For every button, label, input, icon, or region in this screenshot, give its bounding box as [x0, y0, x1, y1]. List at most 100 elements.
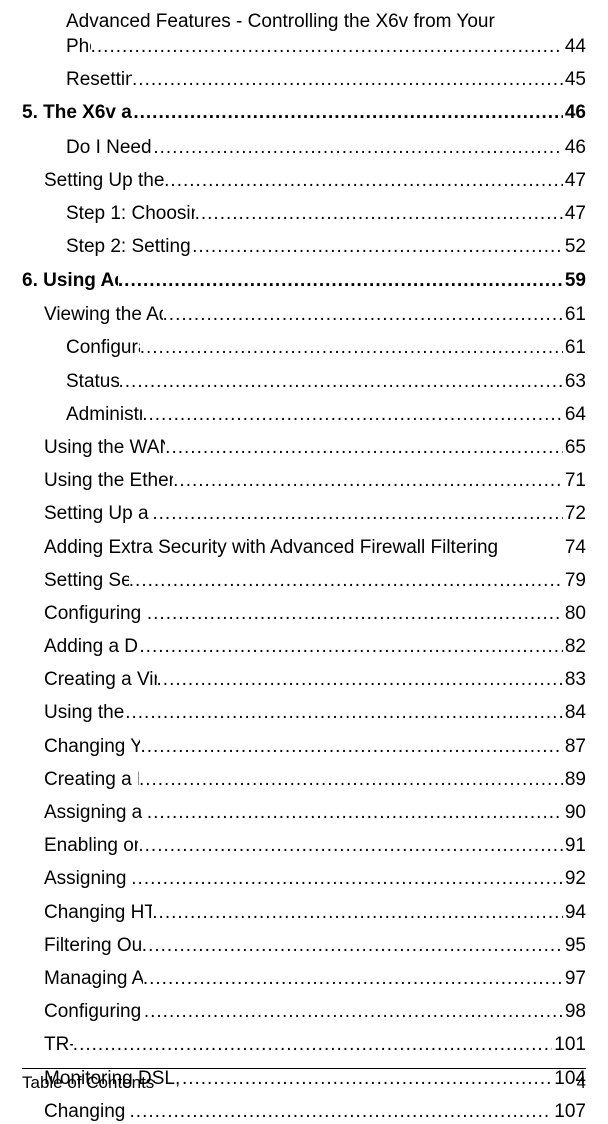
toc-leader-dots [152, 502, 562, 527]
toc-entry: Using the Ethernet Configuration Setting… [22, 469, 586, 494]
toc-entry: Changing HTTP and Telnet Ports94 [22, 901, 586, 926]
toc-entry: Adding a DNS Server Name 82 [22, 635, 586, 660]
toc-title: Setting Up the X6v for Online Gaming [44, 169, 164, 194]
toc-page-number: 61 [563, 336, 586, 361]
toc-leader-dots [147, 801, 563, 826]
toc-title: Adding a DNS Server Name [44, 635, 139, 660]
toc-entry: Changing Your LAN Settings 87 [22, 735, 586, 760]
toc-page-number: 98 [563, 1000, 586, 1025]
toc-leader-dots [129, 569, 563, 594]
toc-leader-dots [140, 735, 562, 760]
toc-leader-dots [131, 867, 563, 892]
toc-title: Assigning a Half Bridge Device [44, 801, 147, 826]
toc-entry: Changing Your Password107 [22, 1100, 586, 1124]
toc-page-number: 91 [563, 834, 586, 859]
toc-entry: Setting Up the X6v for Online Gaming 47 [22, 169, 586, 194]
toc-title: Status Options [66, 370, 119, 395]
toc-entry: TR-069101 [22, 1033, 586, 1058]
toc-entry: Filtering Out MAC Addresses95 [22, 934, 586, 959]
toc-title: Creating a Fixed IP Address [44, 768, 139, 793]
toc-title: Resetting Your X6v [66, 68, 132, 93]
toc-page-number: 71 [563, 469, 586, 494]
toc-entry: Status Options 63 [22, 370, 586, 395]
toc-leader-dots [157, 668, 563, 693]
toc-title: Configuration Options [66, 336, 140, 361]
toc-title: Advanced Features - Controlling the X6v … [66, 10, 586, 35]
toc-title: Using the DSL Settings [44, 701, 125, 726]
toc-page-number: 59 [563, 269, 586, 294]
toc-page-number: 89 [563, 768, 586, 793]
toc-entry: Assigning Ports to a PVC92 [22, 867, 586, 892]
toc-page-number: 47 [563, 202, 586, 227]
toc-entry: Using the DSL Settings 84 [22, 701, 586, 726]
toc-leader-dots [139, 768, 563, 793]
toc-title: Using the WAN Configuration Settings [44, 436, 165, 461]
toc-page-number: 65 [563, 436, 586, 461]
toc-title: Phone [66, 35, 91, 60]
toc-entry: Enabling or Disabling UPnP 91 [22, 834, 586, 859]
toc-title: Viewing the Advanced Setup Options [44, 303, 163, 328]
toc-page-number: 84 [563, 701, 586, 726]
toc-page-number: 47 [563, 169, 586, 194]
toc-leader-dots [142, 403, 563, 428]
toc-leader-dots [142, 934, 563, 959]
toc-leader-dots [130, 1100, 553, 1124]
toc-title: Changing Your Password [44, 1100, 130, 1124]
toc-page-number: 72 [563, 502, 586, 527]
toc-page-number: 63 [563, 370, 586, 395]
toc-entry: 5. The X6v and Online Gaming46 [22, 101, 586, 126]
toc-title: Changing Your LAN Settings [44, 735, 140, 760]
toc-page-number: 82 [563, 635, 586, 660]
footer-title: Table of Contents [22, 1073, 154, 1093]
toc-leader-dots [147, 602, 563, 627]
toc-entry: Step 1: Choosing an IP Address for Gamin… [22, 202, 586, 227]
toc-page-number: 94 [563, 901, 586, 926]
toc-leader-dots [165, 436, 563, 461]
toc-leader-dots [153, 136, 563, 161]
toc-leader-dots [152, 901, 563, 926]
toc-leader-dots [144, 1000, 563, 1025]
toc-page-number: 90 [563, 801, 586, 826]
toc-leader-dots [91, 35, 563, 60]
toc-title: Creating a Virtual Server or a DMZ [44, 668, 157, 693]
toc-title: 6. Using Advanced Setup [22, 269, 118, 294]
toc-entry: Setting Up a Static Routing Table72 [22, 502, 586, 527]
toc-entry: Configuring Intrusion Detection80 [22, 602, 586, 627]
toc-leader-dots [195, 202, 563, 227]
toc-title: Enabling or Disabling UPnP [44, 834, 138, 859]
toc-entry: Resetting Your X6v 45 [22, 68, 586, 93]
toc-page-number: 87 [563, 735, 586, 760]
toc-entry: Managing Access to Services 97 [22, 967, 586, 992]
toc-page-number: 61 [563, 303, 586, 328]
toc-page-number: 79 [563, 569, 586, 594]
toc-title: Step 2: Setting Up a Virtual Server or D… [66, 235, 192, 260]
toc-title: Do I Need to Do Anything? [66, 136, 153, 161]
toc-page-number: 80 [563, 602, 586, 627]
toc-page-number: 46 [563, 136, 586, 161]
toc-leader-dots [119, 370, 563, 395]
toc-entry: Setting Security Logging79 [22, 569, 586, 594]
toc-leader-dots [133, 101, 563, 126]
toc-leader-dots [73, 1033, 553, 1058]
toc-title: Managing Access to Services [44, 967, 143, 992]
footer-page-number: 4 [577, 1073, 586, 1093]
toc-title: Using the Ethernet Configuration Setting… [44, 469, 173, 494]
toc-page-number: 45 [563, 68, 586, 93]
toc-leader-dots [138, 834, 563, 859]
table-of-contents: Advanced Features - Controlling the X6v … [22, 10, 586, 1124]
toc-title: Administration Options [66, 403, 142, 428]
toc-page-number: 101 [552, 1033, 586, 1058]
toc-leader-dots [118, 269, 563, 294]
toc-entry: Adding Extra Security with Advanced Fire… [22, 536, 586, 561]
toc-entry: Configuring Quality of Service98 [22, 1000, 586, 1025]
toc-entry: Administration Options64 [22, 403, 586, 428]
toc-entry: Using the WAN Configuration Settings 65 [22, 436, 586, 461]
toc-title: Filtering Out MAC Addresses [44, 934, 142, 959]
toc-entry: Viewing the Advanced Setup Options 61 [22, 303, 586, 328]
toc-entry: Configuration Options 61 [22, 336, 586, 361]
toc-page-number: 83 [563, 668, 586, 693]
toc-page-number: 97 [563, 967, 586, 992]
toc-entry: Assigning a Half Bridge Device 90 [22, 801, 586, 826]
toc-leader-dots [163, 303, 563, 328]
toc-title: Adding Extra Security with Advanced Fire… [44, 536, 563, 561]
